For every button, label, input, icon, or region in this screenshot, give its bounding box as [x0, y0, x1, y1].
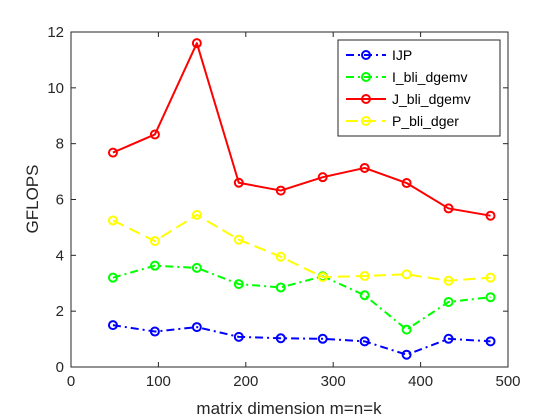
y-tick-label: 10	[47, 80, 64, 97]
data-point-p-bli-dger	[275, 251, 286, 262]
series-line-i-bli-dgemv	[112, 264, 491, 331]
series-line-p-bli-dger	[112, 213, 491, 282]
data-point-i-bli-dgemv	[359, 290, 370, 301]
series-line-j-bli-dgemv	[112, 42, 491, 217]
x-tick-label: 200	[233, 373, 258, 390]
data-point-i-bli-dgemv	[485, 292, 496, 303]
data-point-ijp	[401, 349, 412, 360]
y-tick-label: 0	[56, 359, 64, 376]
data-point-j-bli-dgemv	[359, 162, 370, 173]
data-point-ijp	[233, 331, 244, 342]
x-tick-label: 300	[321, 373, 346, 390]
data-point-i-bli-dgemv	[107, 272, 118, 283]
legend-label-p-bli-dger: P_bli_dger	[392, 113, 459, 129]
data-point-p-bli-dger	[401, 269, 412, 280]
data-point-i-bli-dgemv	[233, 279, 244, 290]
data-point-p-bli-dger	[485, 272, 496, 283]
x-tick-label: 400	[408, 373, 433, 390]
x-tick-label: 500	[495, 373, 520, 390]
x-tick-label: 0	[67, 373, 75, 390]
data-point-ijp	[359, 336, 370, 347]
series-line-ijp	[112, 324, 491, 356]
y-tick-label: 4	[56, 247, 64, 264]
x-tick-label: 100	[146, 373, 171, 390]
legend-label-ijp: IJP	[392, 47, 412, 63]
legend-marker-ijp	[361, 50, 371, 60]
data-point-i-bli-dgemv	[401, 324, 412, 335]
data-point-p-bli-dger	[107, 215, 118, 226]
data-point-j-bli-dgemv	[233, 177, 244, 188]
data-point-ijp	[317, 333, 328, 344]
data-point-p-bli-dger	[317, 272, 328, 283]
data-point-p-bli-dger	[233, 234, 244, 245]
data-point-i-bli-dgemv	[149, 260, 160, 271]
data-point-j-bli-dgemv	[107, 147, 118, 158]
legend-label-j-bli-dgemv: J_bli_dgemv	[392, 91, 471, 107]
data-point-p-bli-dger	[149, 236, 160, 247]
legend-marker-p-bli-dger	[361, 116, 371, 126]
data-point-j-bli-dgemv	[275, 185, 286, 196]
y-tick-label: 8	[56, 136, 64, 153]
legend-label-i-bli-dgemv: I_bli_dgemv	[392, 69, 468, 85]
data-point-j-bli-dgemv	[149, 129, 160, 140]
data-point-ijp	[149, 326, 160, 337]
y-tick-label: 2	[56, 303, 64, 320]
data-point-i-bli-dgemv	[275, 282, 286, 293]
data-point-j-bli-dgemv	[317, 172, 328, 183]
plot-area: 0 100 200 300 400 500 0 2 4 6 8 10 12 IJP I_bli_dgemv J…	[47, 24, 520, 390]
data-point-p-bli-dger	[443, 275, 454, 286]
data-point-i-bli-dgemv	[191, 262, 202, 273]
data-point-i-bli-dgemv	[443, 296, 454, 307]
data-point-ijp	[191, 322, 202, 333]
data-point-j-bli-dgemv	[191, 38, 202, 49]
data-point-ijp	[107, 320, 118, 331]
y-tick-label: 12	[47, 24, 64, 41]
data-point-p-bli-dger	[191, 209, 202, 220]
data-point-ijp	[443, 333, 454, 344]
y-axis-label: GFLOPS	[23, 165, 42, 234]
data-point-ijp	[275, 333, 286, 344]
data-point-j-bli-dgemv	[443, 203, 454, 214]
data-point-p-bli-dger	[359, 270, 370, 281]
data-point-j-bli-dgemv	[401, 178, 412, 189]
legend-marker-i-bli-dgemv	[361, 72, 371, 82]
x-axis-label: matrix dimension m=n=k	[196, 399, 382, 418]
data-point-ijp	[485, 336, 496, 347]
data-point-j-bli-dgemv	[485, 210, 496, 221]
legend-marker-j-bli-dgemv	[361, 94, 371, 104]
y-tick-label: 6	[56, 192, 64, 209]
